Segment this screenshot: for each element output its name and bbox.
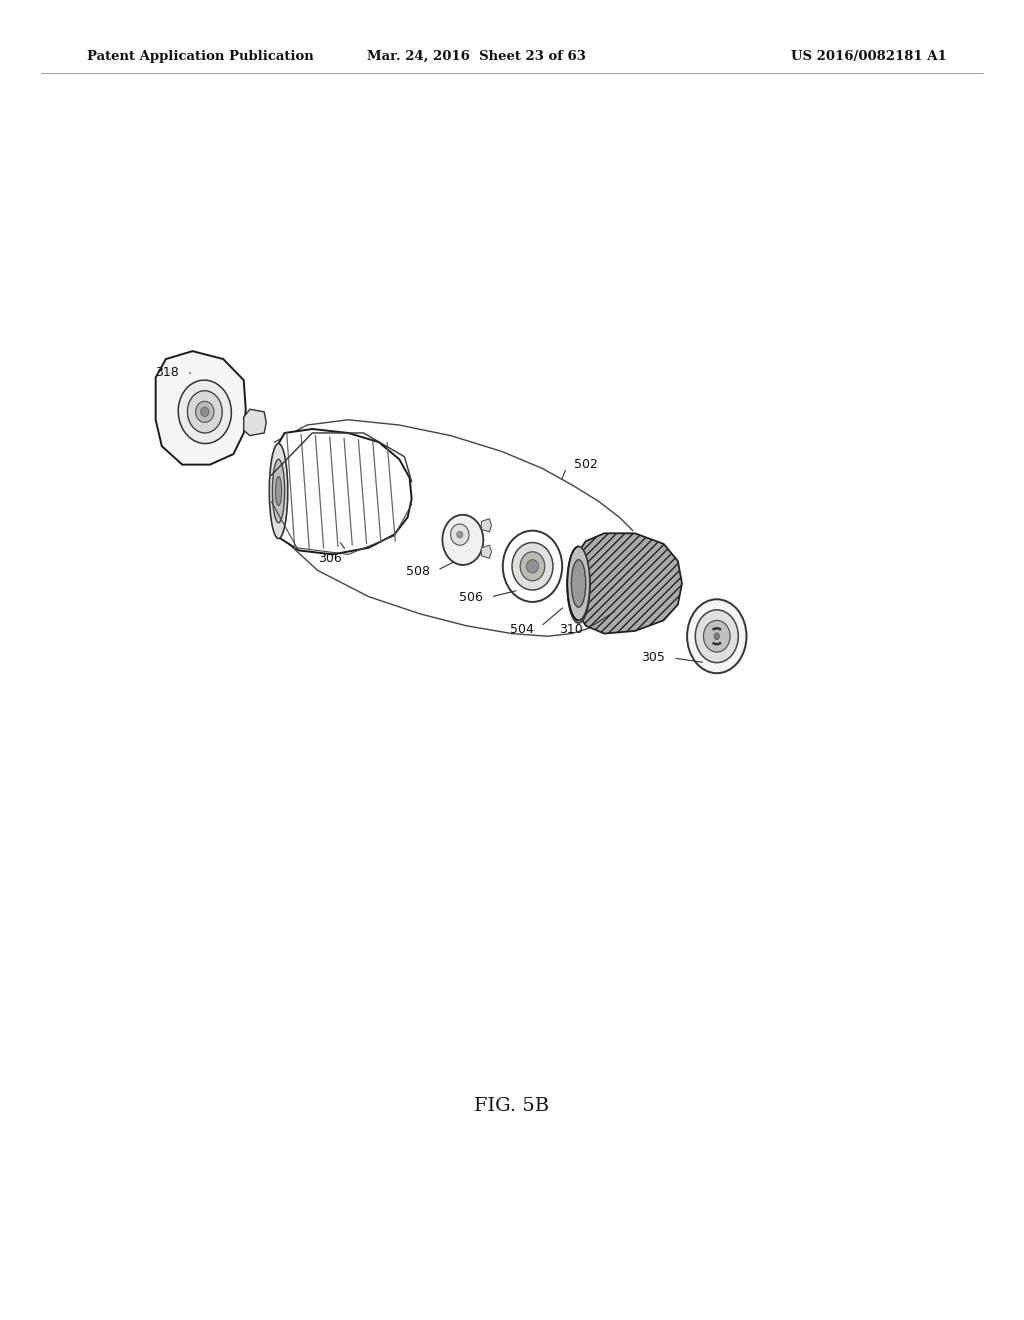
Ellipse shape [442, 515, 483, 565]
Polygon shape [481, 519, 492, 532]
Text: 318: 318 [155, 366, 179, 379]
Ellipse shape [571, 562, 586, 610]
Polygon shape [156, 351, 246, 465]
Ellipse shape [703, 620, 730, 652]
Ellipse shape [269, 444, 288, 539]
Ellipse shape [520, 552, 545, 581]
Ellipse shape [567, 549, 590, 623]
Text: 305: 305 [641, 651, 666, 664]
Ellipse shape [715, 634, 719, 639]
Text: US 2016/0082181 A1: US 2016/0082181 A1 [792, 50, 947, 63]
Ellipse shape [503, 531, 562, 602]
Text: 506: 506 [459, 591, 483, 605]
Ellipse shape [526, 560, 539, 573]
Text: Mar. 24, 2016  Sheet 23 of 63: Mar. 24, 2016 Sheet 23 of 63 [367, 50, 586, 63]
Polygon shape [271, 429, 412, 554]
Text: 504: 504 [510, 623, 535, 636]
Text: 306: 306 [317, 552, 342, 565]
Polygon shape [579, 533, 682, 634]
Ellipse shape [196, 401, 214, 422]
Ellipse shape [178, 380, 231, 444]
Ellipse shape [567, 546, 590, 620]
Polygon shape [244, 409, 266, 436]
Text: Patent Application Publication: Patent Application Publication [87, 50, 313, 63]
Text: 508: 508 [406, 565, 430, 578]
Ellipse shape [275, 477, 282, 506]
Text: 502: 502 [573, 458, 598, 471]
Polygon shape [481, 545, 492, 558]
Ellipse shape [571, 560, 586, 607]
Ellipse shape [457, 532, 463, 539]
Text: 310: 310 [559, 623, 584, 636]
Ellipse shape [272, 459, 285, 523]
Text: FIG. 5B: FIG. 5B [474, 1097, 550, 1115]
Ellipse shape [695, 610, 738, 663]
Ellipse shape [687, 599, 746, 673]
Ellipse shape [187, 391, 222, 433]
Ellipse shape [451, 524, 469, 545]
Ellipse shape [201, 407, 209, 417]
Ellipse shape [512, 543, 553, 590]
